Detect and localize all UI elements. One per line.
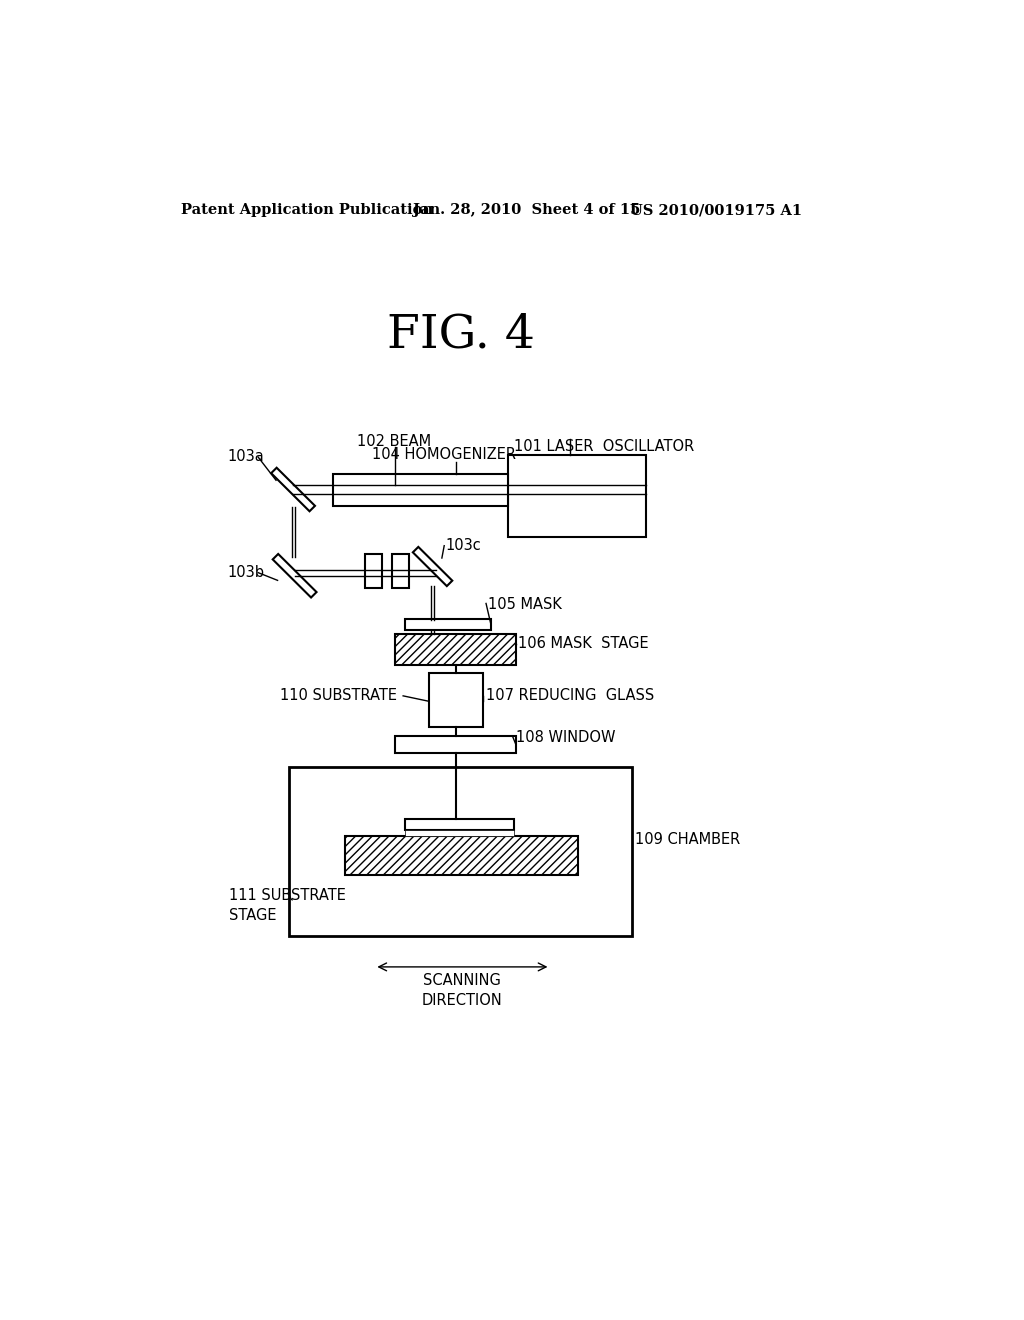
Text: SCANNING
DIRECTION: SCANNING DIRECTION (422, 973, 503, 1008)
Bar (406, 818, 514, 830)
Bar (508, 455, 646, 537)
Bar (391, 554, 409, 589)
Text: 103b: 103b (227, 565, 264, 579)
Text: 104 HOMOGENIZER: 104 HOMOGENIZER (372, 447, 516, 462)
Text: 102 BEAM: 102 BEAM (357, 434, 431, 449)
Bar (395, 737, 515, 752)
Text: 109 CHAMBER: 109 CHAMBER (635, 832, 740, 847)
Bar (366, 554, 382, 589)
Text: US 2010/0019175 A1: US 2010/0019175 A1 (630, 203, 803, 216)
Text: 108 WINDOW: 108 WINDOW (515, 730, 615, 744)
Text: 101 LASER  OSCILLATOR: 101 LASER OSCILLATOR (514, 440, 694, 454)
Text: 103c: 103c (445, 539, 481, 553)
Text: 103a: 103a (227, 449, 264, 465)
Bar (406, 830, 514, 836)
Bar (395, 635, 515, 665)
Bar (345, 836, 578, 875)
Polygon shape (272, 554, 316, 598)
Text: 106 MASK  STAGE: 106 MASK STAGE (518, 636, 648, 651)
Bar (429, 673, 483, 726)
Bar (334, 474, 508, 507)
Text: 111 SUBSTRATE
STAGE: 111 SUBSTRATE STAGE (228, 888, 346, 923)
Polygon shape (413, 546, 453, 586)
Bar (406, 619, 490, 630)
Text: Jan. 28, 2010  Sheet 4 of 15: Jan. 28, 2010 Sheet 4 of 15 (414, 203, 641, 216)
Text: 107 REDUCING  GLASS: 107 REDUCING GLASS (486, 688, 654, 704)
Bar (289, 767, 632, 936)
Text: Patent Application Publication: Patent Application Publication (180, 203, 433, 216)
Text: 110 SUBSTRATE: 110 SUBSTRATE (280, 688, 397, 704)
Text: 105 MASK: 105 MASK (488, 598, 562, 612)
Text: FIG. 4: FIG. 4 (387, 313, 536, 358)
Polygon shape (271, 467, 315, 511)
